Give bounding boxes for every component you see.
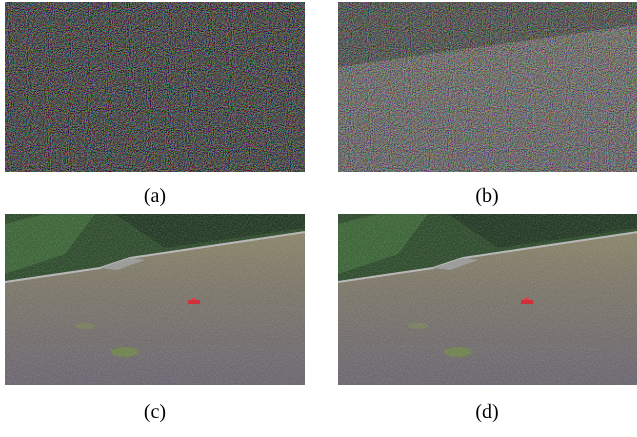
panel-d-image bbox=[338, 214, 637, 385]
panel-label: (a) bbox=[144, 185, 166, 207]
panel-c-image bbox=[5, 214, 305, 385]
panel-label: (d) bbox=[475, 401, 498, 423]
figure: (a) (b) (c) (d) bbox=[0, 0, 637, 432]
panel-label: (b) bbox=[475, 185, 498, 207]
panel-b-image bbox=[338, 2, 637, 172]
panel-a-image bbox=[5, 2, 305, 172]
panel-label: (c) bbox=[144, 401, 166, 423]
